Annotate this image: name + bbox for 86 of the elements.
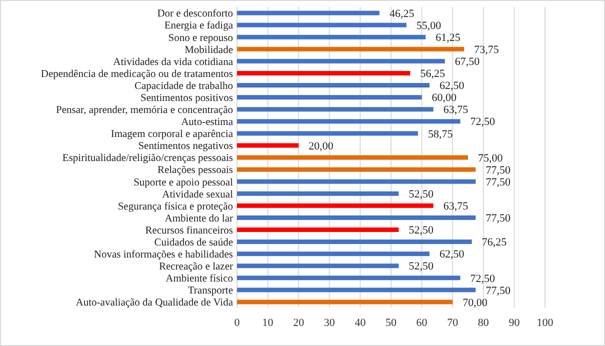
- data-label: 52,50: [408, 224, 434, 237]
- data-label: 46,25: [389, 8, 415, 20]
- x-tick-label: 20: [293, 317, 305, 329]
- data-label: 60,00: [432, 92, 458, 104]
- data-label: 63,75: [443, 104, 469, 116]
- data-label: 72,50: [470, 272, 496, 285]
- bar: [237, 58, 445, 64]
- data-label: 72,50: [470, 116, 496, 128]
- bar: [237, 131, 418, 136]
- y-tick-label: Energia e fadiga: [164, 20, 234, 32]
- data-label: 61,25: [436, 32, 461, 44]
- y-tick-label: Ambiente físico: [166, 274, 233, 285]
- x-tick-label: 100: [536, 317, 554, 329]
- data-label: 20,00: [308, 140, 334, 152]
- bar: [237, 215, 476, 220]
- bar: [237, 119, 460, 124]
- data-label: 77,50: [486, 284, 511, 297]
- y-tick-label: Dor e desconforto: [157, 8, 233, 20]
- bar: [237, 155, 468, 160]
- bar: [237, 107, 434, 112]
- y-tick-label: Espiritualidade/religião/crenças pessoais: [62, 153, 233, 164]
- y-tick-label: Sentimentos negativos: [138, 141, 233, 152]
- y-tick-label: Mobilidade: [184, 44, 234, 56]
- bar: [237, 179, 476, 184]
- x-tick-label: 60: [416, 317, 428, 329]
- y-tick-label: Relações pessoais: [157, 165, 233, 176]
- data-label: 76,25: [482, 236, 508, 249]
- bar: [237, 191, 399, 196]
- x-tick-label: 0: [234, 317, 240, 329]
- y-tick-label: Capacidade de trabalho: [134, 80, 233, 92]
- y-tick-label: Recursos financeiros: [145, 225, 233, 236]
- y-tick-label: Segurança física e proteção: [118, 201, 233, 212]
- data-label: 55,00: [416, 20, 442, 32]
- data-label: 67,50: [454, 56, 480, 68]
- y-tick-label: Dependência de medicação ou de tratamentos: [40, 68, 233, 80]
- data-label: 70,00: [462, 296, 488, 309]
- bar: [237, 264, 399, 268]
- y-tick-label: Recreação e lazer: [158, 262, 234, 273]
- y-tick-label: Ambiente do lar: [164, 213, 234, 224]
- bar: [237, 167, 476, 172]
- bar: [237, 227, 399, 232]
- data-label: 77,50: [486, 176, 511, 188]
- bar: [237, 95, 422, 100]
- data-label: 62,50: [440, 80, 465, 92]
- bar: [237, 46, 464, 52]
- data-label: 63,75: [443, 200, 469, 213]
- bar: [237, 203, 434, 208]
- data-label: 52,50: [408, 188, 434, 200]
- data-label: 77,50: [486, 212, 511, 225]
- bar: [237, 240, 472, 244]
- bar: [237, 83, 430, 88]
- y-tick-label: Atividade sexual: [162, 189, 234, 200]
- y-tick-label: Auto-estima: [181, 117, 234, 128]
- x-tick-label: 30: [324, 317, 336, 329]
- y-tick-label: Imagem corporal e aparência: [110, 129, 234, 140]
- data-label: 77,50: [486, 164, 511, 176]
- y-tick-label: Auto-avaliação da Qualidade de Vida: [76, 298, 234, 309]
- y-tick-label: Novas informações e habilidades: [94, 249, 233, 260]
- bar: [237, 300, 453, 304]
- x-tick-label: 70: [447, 317, 459, 329]
- data-label: 62,50: [440, 248, 465, 261]
- y-tick-label: Cuidados de saúde: [154, 237, 234, 248]
- bar: [237, 252, 430, 256]
- bar: [237, 70, 410, 76]
- data-label: 75,00: [478, 152, 504, 164]
- y-tick-label: Transporte: [188, 286, 234, 297]
- data-label: 58,75: [428, 128, 454, 140]
- x-tick-label: 80: [478, 317, 490, 329]
- bar: [237, 10, 380, 16]
- y-tick-label: Sentimentos positivos: [140, 92, 233, 104]
- bar: [237, 276, 460, 280]
- bar: [237, 143, 299, 148]
- bar: [237, 22, 406, 28]
- data-label: 73,75: [474, 44, 500, 56]
- x-tick-label: 90: [508, 317, 520, 329]
- data-label: 52,50: [408, 260, 434, 273]
- y-tick-label: Atividades da vida cotidiana: [113, 56, 234, 68]
- y-tick-label: Sono e repouso: [168, 32, 233, 44]
- y-tick-label: Pensar, aprender, memória e concentração: [56, 105, 233, 116]
- bar: [237, 34, 426, 40]
- x-tick-label: 50: [386, 317, 397, 329]
- x-tick-label: 40: [354, 317, 366, 329]
- y-tick-label: Suporte e apoio pessoal: [134, 177, 234, 188]
- x-tick-label: 10: [262, 317, 274, 329]
- bar: [237, 288, 476, 292]
- data-label: 56,25: [420, 68, 446, 80]
